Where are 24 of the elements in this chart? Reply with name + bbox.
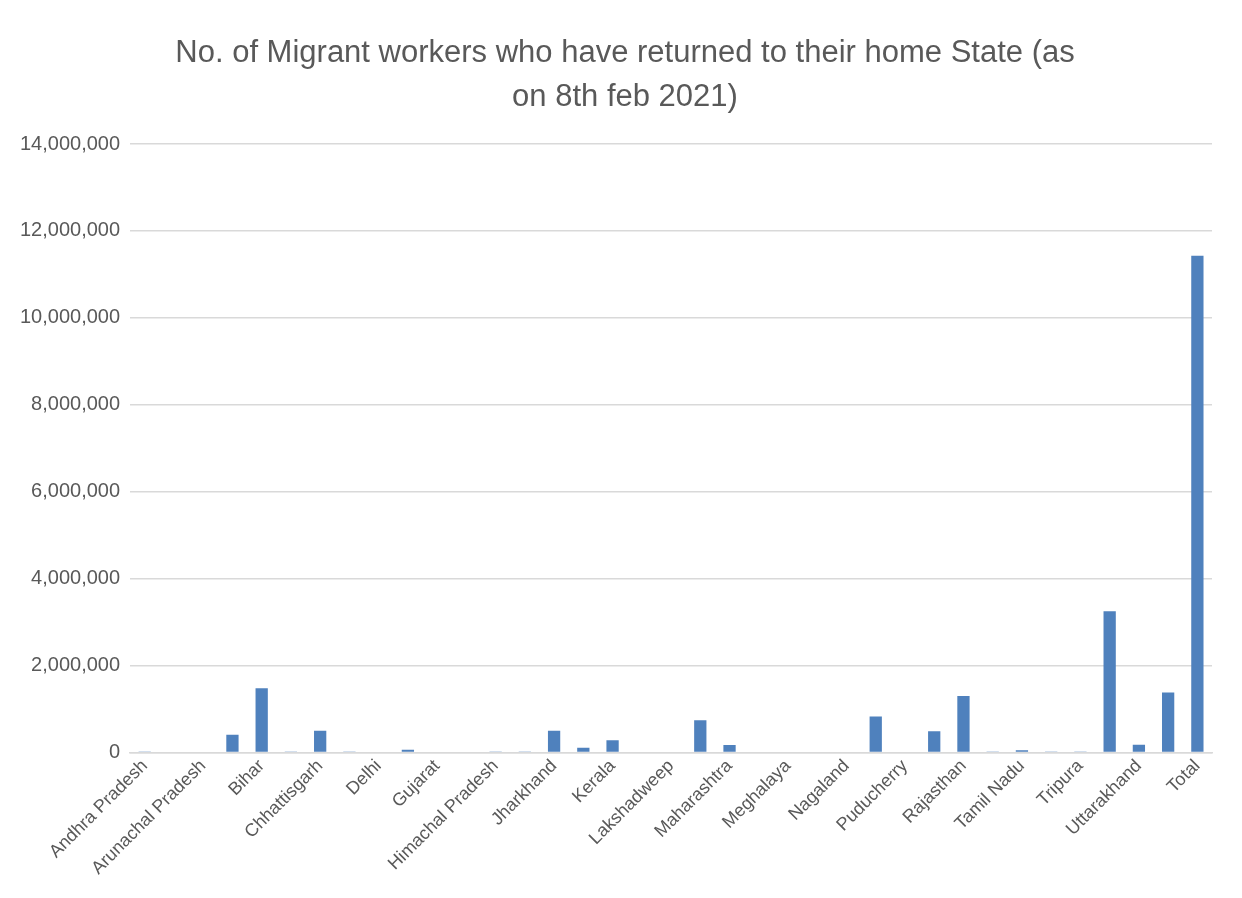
y-tick-label: 0 — [108, 739, 121, 762]
y-tick-label: 10,000,000 — [19, 305, 121, 328]
y-tick-label: 12,000,000 — [19, 218, 121, 241]
bar — [226, 734, 239, 752]
bar — [1191, 255, 1204, 752]
bar — [1162, 692, 1175, 752]
bar — [694, 720, 707, 752]
bar — [606, 740, 619, 752]
bar — [723, 745, 736, 752]
y-tick-label: 14,000,000 — [19, 131, 121, 154]
bar — [957, 695, 970, 752]
y-tick-label: 2,000,000 — [31, 653, 121, 676]
bar — [314, 730, 327, 752]
bar — [255, 688, 268, 752]
y-tick-label: 6,000,000 — [31, 479, 121, 502]
bar — [547, 730, 561, 752]
bar — [869, 716, 882, 752]
chart-title: No. of Migrant workers who have returned to their home State (as on 8th feb 2021) — [174, 33, 1076, 115]
y-tick-label: 8,000,000 — [31, 392, 121, 415]
bar — [928, 731, 941, 752]
bar — [1103, 611, 1116, 752]
bar — [577, 747, 590, 752]
y-tick-label: 4,000,000 — [31, 566, 121, 589]
bar — [1132, 744, 1146, 752]
